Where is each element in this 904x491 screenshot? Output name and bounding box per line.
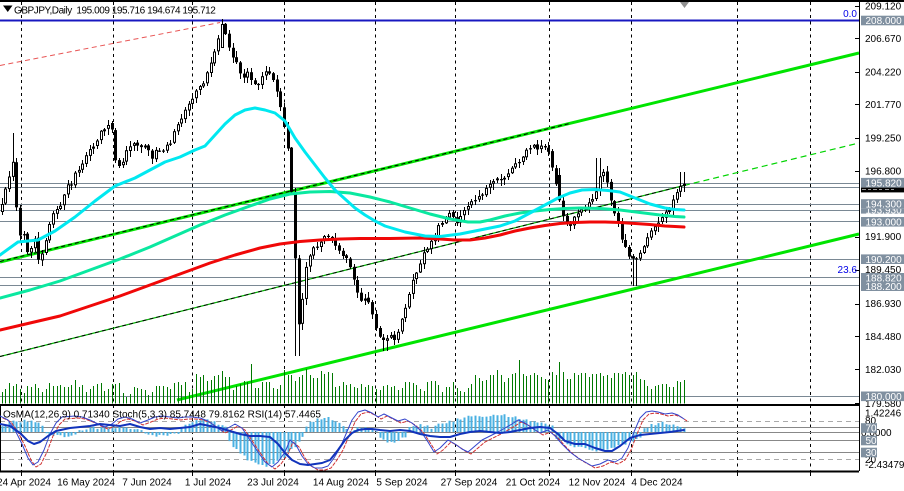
svg-text:199.250: 199.250 — [865, 134, 902, 145]
svg-text:193.000: 193.000 — [866, 217, 903, 228]
svg-text:194.300: 194.300 — [866, 200, 903, 211]
svg-text:4 Dec 2024: 4 Dec 2024 — [631, 478, 683, 489]
svg-text:186.930: 186.930 — [865, 299, 902, 310]
svg-text:196.800: 196.800 — [865, 167, 902, 178]
svg-text:-2.43479: -2.43479 — [865, 460, 904, 471]
svg-text:188.820: 188.820 — [866, 273, 903, 284]
svg-text:191.900: 191.900 — [865, 232, 902, 243]
svg-text:GBPJPY,Daily 195.009 195.716: GBPJPY,Daily 195.009 195.716 194.674 195… — [14, 6, 216, 17]
svg-text:14 Aug 2024: 14 Aug 2024 — [313, 478, 370, 489]
svg-text:23 Jul 2024: 23 Jul 2024 — [247, 478, 299, 489]
svg-text:1.42246: 1.42246 — [865, 409, 902, 420]
svg-text:0.0000: 0.0000 — [861, 428, 892, 439]
svg-text:0.0: 0.0 — [843, 9, 857, 20]
svg-text:188.200: 188.200 — [866, 282, 903, 293]
svg-text:189.450: 189.450 — [865, 265, 902, 276]
svg-text:30: 30 — [866, 448, 878, 459]
svg-text:OsMA(12,26,9) 0.71340 Stoch(5: OsMA(12,26,9) 0.71340 Stoch(5,3,3) 85.74… — [3, 410, 321, 421]
svg-text:50: 50 — [866, 436, 878, 447]
svg-text:193.930: 193.930 — [866, 205, 903, 216]
svg-text:208.000: 208.000 — [866, 16, 903, 27]
svg-text:7 Jun 2024: 7 Jun 2024 — [122, 478, 172, 489]
svg-text:20: 20 — [865, 455, 877, 466]
svg-text:206.670: 206.670 — [865, 34, 902, 45]
svg-text:80: 80 — [865, 416, 877, 427]
svg-text:195.820: 195.820 — [866, 178, 903, 189]
svg-text:180.000: 180.000 — [866, 392, 903, 403]
svg-text:16 May 2024: 16 May 2024 — [57, 478, 115, 489]
svg-text:209.120: 209.120 — [865, 2, 902, 13]
svg-text:179.580: 179.580 — [865, 399, 902, 410]
svg-text:204.220: 204.220 — [865, 68, 902, 79]
svg-text:182.030: 182.030 — [865, 365, 902, 376]
svg-text:27 Sep 2024: 27 Sep 2024 — [441, 478, 498, 489]
svg-text:70: 70 — [866, 424, 878, 435]
svg-text:21 Oct 2024: 21 Oct 2024 — [506, 478, 561, 489]
svg-text:190.200: 190.200 — [866, 255, 903, 266]
svg-text:184.480: 184.480 — [865, 332, 902, 343]
svg-text:1 Jul 2024: 1 Jul 2024 — [185, 478, 232, 489]
svg-text:5 Sep 2024: 5 Sep 2024 — [376, 478, 428, 489]
svg-text:12 Nov 2024: 12 Nov 2024 — [569, 478, 626, 489]
svg-text:24 Apr 2024: 24 Apr 2024 — [0, 478, 51, 489]
svg-text:23.6: 23.6 — [838, 265, 858, 276]
svg-text:201.770: 201.770 — [865, 100, 902, 111]
